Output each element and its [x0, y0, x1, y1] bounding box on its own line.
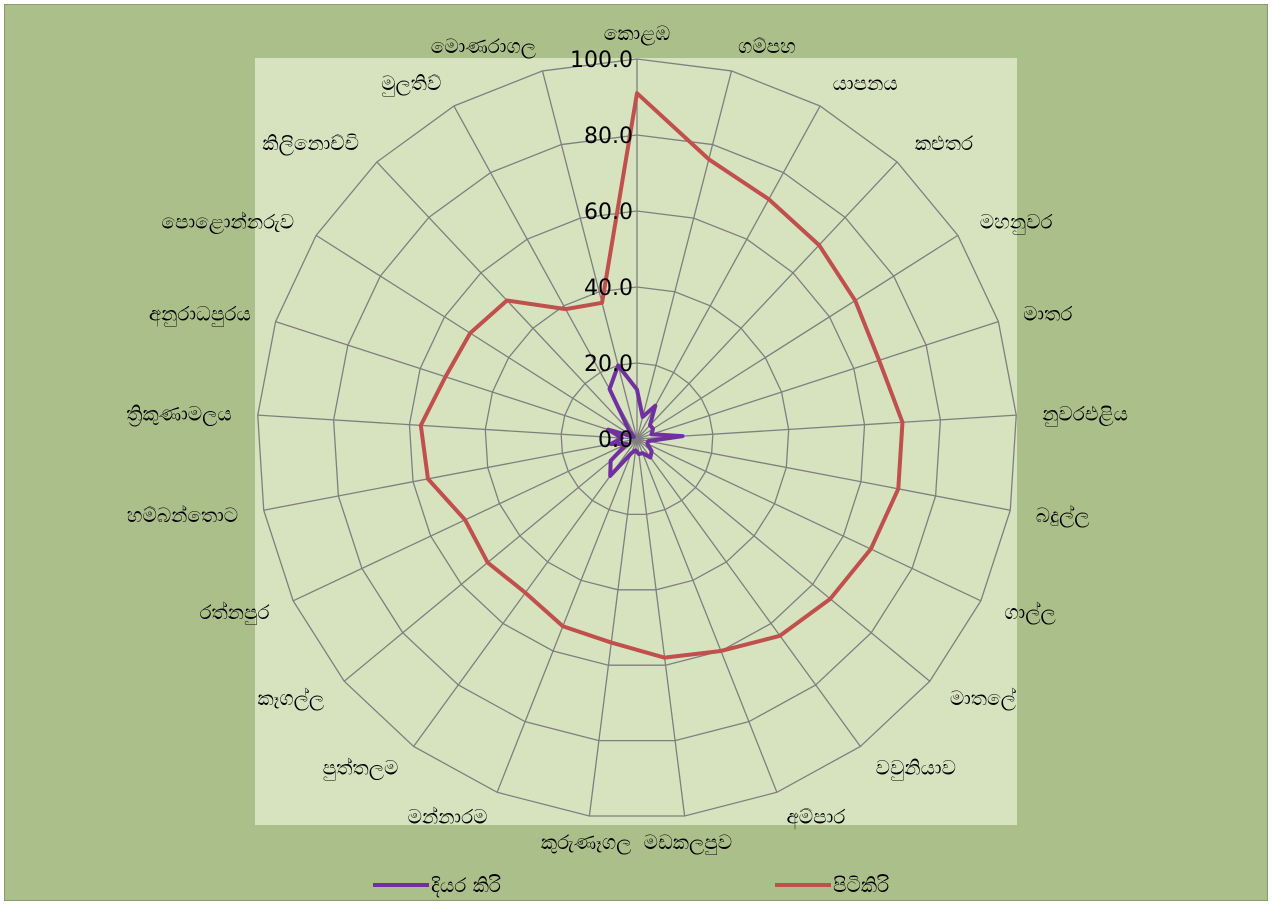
- category-label: බදුල්ල: [1036, 503, 1090, 528]
- grid-spoke: [636, 438, 931, 682]
- category-label: ගාල්ල: [1004, 600, 1055, 625]
- grid-spoke: [453, 105, 638, 440]
- grid-spoke: [257, 414, 638, 440]
- grid-ring: [257, 58, 1017, 817]
- grid-spoke: [636, 438, 1011, 511]
- category-label: කළුතර: [915, 131, 973, 155]
- grid-spoke: [636, 320, 999, 440]
- grid-ring: [560, 362, 714, 516]
- grid-spoke: [636, 105, 821, 440]
- category-label: ගම්පහ: [738, 34, 796, 58]
- series-line-1: [418, 91, 905, 660]
- tick-label: 20.0: [584, 352, 633, 377]
- grid-spoke: [636, 234, 959, 440]
- series-layer: [418, 91, 905, 660]
- category-label: නුවරඑළිය: [1042, 402, 1128, 427]
- category-label: අම්පාර: [786, 804, 845, 829]
- tick-label: 80.0: [584, 124, 633, 149]
- category-label: මාතර: [1023, 302, 1072, 326]
- grid-spoke: [636, 161, 898, 440]
- grid-spoke: [263, 438, 638, 511]
- grid-spoke: [636, 438, 778, 793]
- legend: දියර කිරි පිටිකිරි: [373, 873, 889, 897]
- grid-spoke: [343, 438, 638, 682]
- category-label: කුරුණෑගල: [541, 830, 632, 855]
- grid-spoke: [636, 438, 982, 602]
- grid-ring: [332, 134, 942, 742]
- grid-spoke: [541, 70, 638, 440]
- category-label: කිලිනොච්චි: [262, 131, 359, 156]
- series-line-0: [606, 363, 685, 478]
- category-label: මුලතිව්: [381, 71, 441, 97]
- tick-label: 0.0: [598, 428, 633, 453]
- grid-ring: [484, 286, 790, 591]
- grid-spoke: [636, 414, 1017, 440]
- grid-spoke: [588, 438, 638, 817]
- category-label: ත්‍රිකුණාමලය: [126, 402, 232, 427]
- grid-spoke: [636, 438, 686, 817]
- category-label: කෑගල්ල: [258, 686, 325, 711]
- tick-label: 60.0: [584, 200, 633, 225]
- category-label: කොළඹ: [604, 21, 671, 46]
- category-label: මාතලේ: [950, 686, 1016, 711]
- category-label: අනුරාධපුරය: [149, 302, 251, 328]
- category-label: හම්බන්තොට: [127, 503, 238, 527]
- grid-spoke: [496, 438, 638, 793]
- category-label: යාපනය: [833, 71, 898, 95]
- tick-labels: 0.0 20.0 40.0 60.0 80.0 100.0: [570, 48, 633, 453]
- category-label: මඩකලපුව: [644, 830, 733, 856]
- category-label: මහනුවර: [980, 209, 1053, 234]
- category-label: මන්නාරම: [408, 804, 488, 828]
- grid-ring: [408, 210, 866, 666]
- category-label: පොළොන්නරුව: [161, 209, 294, 234]
- grid-spoke: [275, 320, 638, 440]
- category-labels: කොළඹ ගම්පහ යාපනය කළුතර මහනුවර මාතර නුවරඑළිය බදු…: [126, 21, 1128, 856]
- category-label: මොණරාගල: [431, 34, 536, 59]
- tick-label: 40.0: [584, 276, 633, 301]
- grid-spoke: [315, 234, 638, 440]
- category-label: පුත්තලම: [323, 755, 399, 781]
- category-label: රත්නපුර: [199, 600, 269, 626]
- legend-label: පිටිකිරි: [833, 873, 889, 897]
- chart-frame: 0.0 20.0 40.0 60.0 80.0 100.0 කොළඹ ගම්පහ යාපනය ක…: [4, 4, 1268, 901]
- grid-spoke: [636, 70, 733, 440]
- tick-label: 100.0: [570, 48, 633, 73]
- grid-spoke: [636, 438, 861, 747]
- legend-label: දියර කිරි: [431, 873, 501, 897]
- category-label: වවුනියාව: [876, 755, 956, 781]
